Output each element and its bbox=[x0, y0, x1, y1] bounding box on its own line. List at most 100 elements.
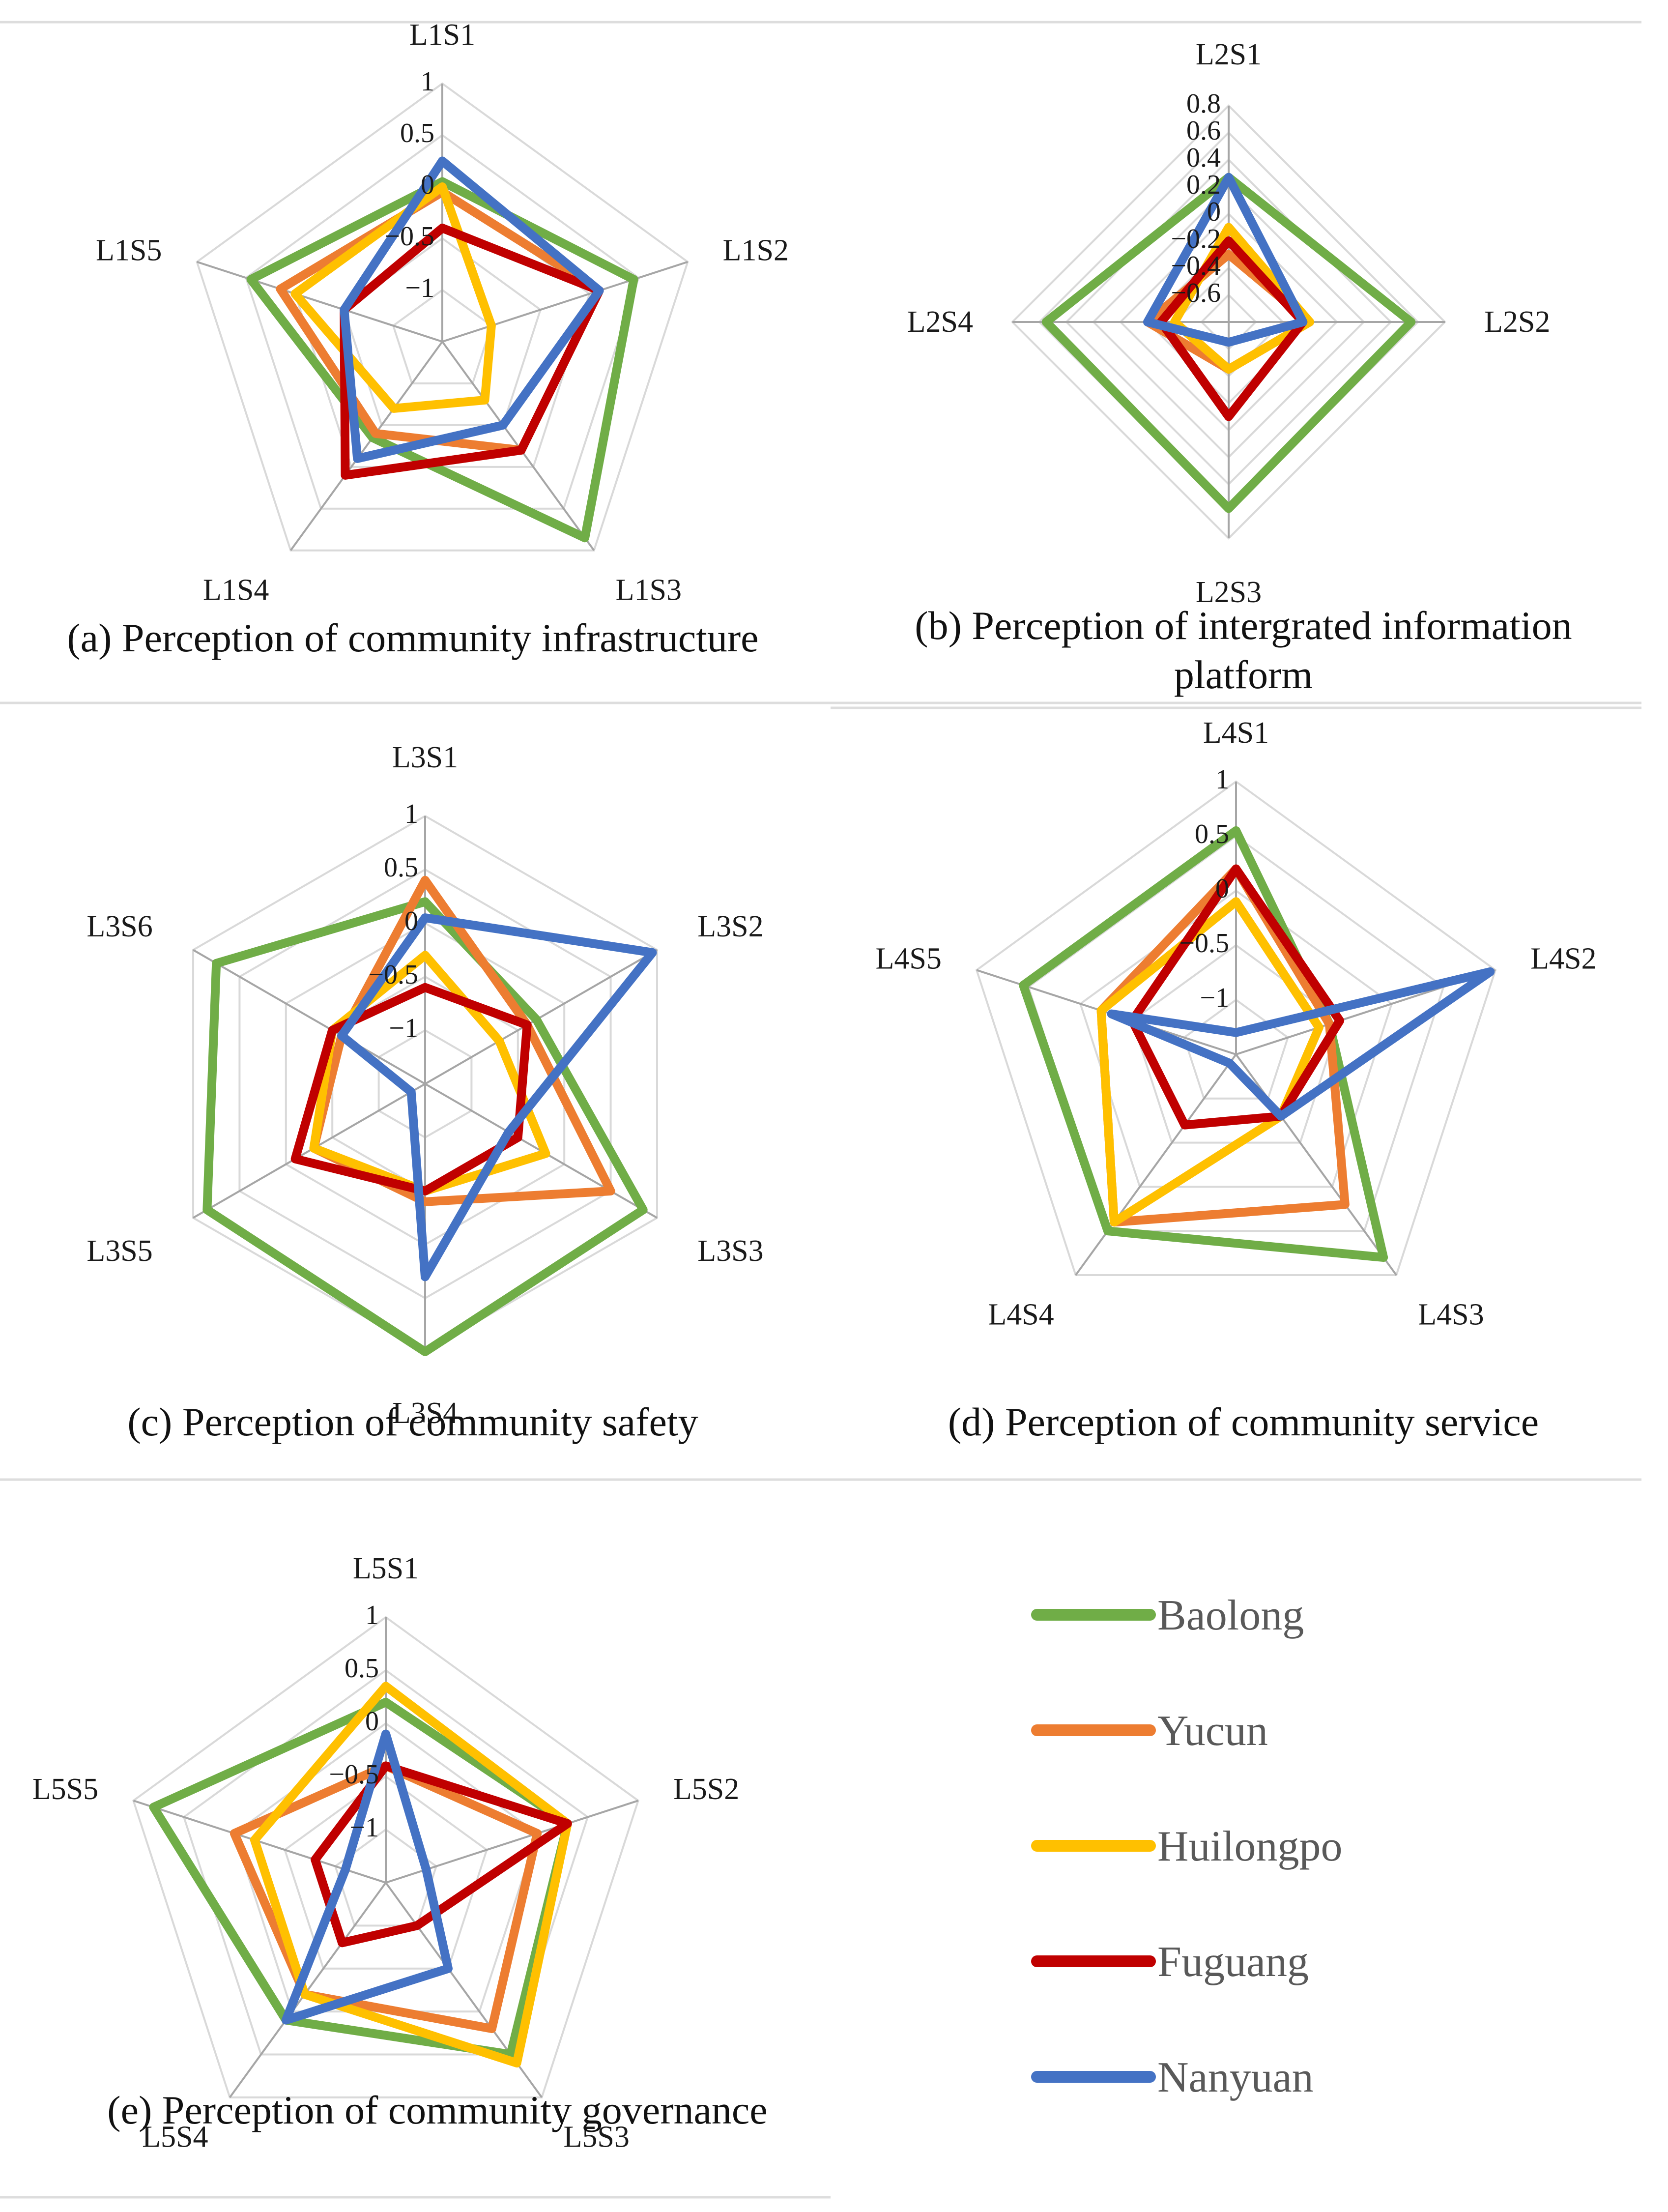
tick-label: −0.4 bbox=[1171, 251, 1221, 281]
axis-spoke bbox=[289, 341, 443, 551]
axis-label-l2s4: L2S4 bbox=[907, 305, 973, 339]
panel-caption: (d) Perception of community service bbox=[948, 1399, 1539, 1444]
legend-label-huilongpo: Huilongpo bbox=[1157, 1823, 1342, 1870]
series-nanyuan bbox=[1107, 967, 1495, 1121]
tick-label: −1 bbox=[405, 273, 434, 303]
axis-label-l1s1: L1S1 bbox=[409, 18, 475, 52]
tick-label: 0 bbox=[1207, 197, 1221, 227]
grid-ring bbox=[284, 1775, 488, 1970]
axis-label-l5s5: L5S5 bbox=[32, 1773, 98, 1806]
axis-label-l1s5: L1S5 bbox=[96, 234, 162, 267]
series-huilongpo bbox=[1096, 897, 1323, 1227]
axis-spoke bbox=[1075, 1053, 1237, 1276]
axis-label-l2s2: L2S2 bbox=[1484, 305, 1550, 339]
tick-label: 1 bbox=[421, 66, 434, 97]
series-nanyuan bbox=[1143, 173, 1308, 347]
grid-ring bbox=[1079, 889, 1393, 1188]
tick-label: 0 bbox=[365, 1706, 379, 1737]
axis-label-l4s2: L4S2 bbox=[1530, 942, 1596, 975]
grid-ring bbox=[392, 289, 493, 384]
series-nanyuan bbox=[337, 913, 657, 1281]
grid-ring bbox=[1183, 998, 1289, 1100]
tick-label: −1 bbox=[349, 1812, 379, 1843]
radar-panel-a: 1 0.5 0 −0.5 −1 L1S1 L1S2 L1S3 L1S4 L1S5 (a) Perce… bbox=[67, 18, 789, 660]
tick-label: 1 bbox=[365, 1600, 379, 1630]
axis-label-l3s4: L3S4 bbox=[392, 1397, 458, 1430]
legend-label-nanyuan: Nanyuan bbox=[1157, 2054, 1314, 2101]
series-huilongpo bbox=[250, 1682, 572, 2067]
tick-label: −1 bbox=[389, 1013, 418, 1044]
tick-label: −0.5 bbox=[1179, 928, 1229, 959]
axis-label-l4s4: L4S4 bbox=[988, 1298, 1054, 1332]
grid-ring bbox=[245, 134, 640, 510]
axis-label-l3s3: L3S3 bbox=[697, 1234, 763, 1268]
axis-label-l5s1: L5S1 bbox=[353, 1552, 419, 1585]
series-nanyuan bbox=[340, 156, 604, 463]
radar-panel-e: 1 0.5 0 −0.5 −1 L5S1 L5S2 L5S3 L5S4 L5S5 (e) Perce… bbox=[32, 1552, 768, 2154]
chart-legend: Baolong Yucun Huilongpo Fuguang Nanyuan bbox=[1031, 1592, 1342, 2101]
axis-label-l1s2: L1S2 bbox=[723, 234, 789, 267]
series-yucun bbox=[230, 1761, 542, 2034]
tick-label: 0.2 bbox=[1186, 170, 1221, 200]
series-huilongpo bbox=[290, 182, 496, 413]
axis-label-l4s3: L4S3 bbox=[1418, 1298, 1484, 1332]
axis-label-l1s3: L1S3 bbox=[616, 573, 682, 607]
grid-ring bbox=[132, 1616, 639, 2098]
tick-label: −0.5 bbox=[329, 1759, 379, 1790]
tick-label: 0.5 bbox=[384, 852, 418, 883]
axis-spoke bbox=[197, 261, 443, 343]
panel-caption: (e) Perception of community governance bbox=[107, 2088, 767, 2132]
grid-ring bbox=[975, 780, 1497, 1277]
axis-label-l3s2: L3S2 bbox=[697, 910, 763, 943]
axis-label-l3s6: L3S6 bbox=[86, 910, 152, 943]
grid-ring bbox=[182, 1669, 589, 2056]
series-baolong bbox=[202, 897, 648, 1356]
tick-label: 0.5 bbox=[345, 1653, 379, 1684]
tick-label: −0.5 bbox=[368, 960, 418, 990]
series-nanyuan bbox=[281, 1729, 453, 2025]
tick-label: 0.8 bbox=[1186, 88, 1221, 119]
tick-label: 0 bbox=[421, 170, 434, 200]
tick-label: −0.2 bbox=[1171, 224, 1221, 254]
panel-caption: (a) Perception of community infrastructu… bbox=[67, 615, 758, 660]
axis-label-l2s1: L2S1 bbox=[1196, 38, 1262, 71]
axis-label-l1s4: L1S4 bbox=[203, 573, 269, 607]
axis-label-l5s3: L5S3 bbox=[563, 2121, 629, 2154]
series-fuguang bbox=[340, 224, 604, 480]
panel-caption-line2: platform bbox=[1174, 652, 1313, 697]
panel-caption: (b) Perception of intergrated informatio… bbox=[915, 603, 1572, 648]
radar-panel-b: 0.80.60.40.20−0.2−0.4−0.6 L2S1 L2S2 L2S3 L2S… bbox=[907, 38, 1572, 697]
tick-label: 0.5 bbox=[1195, 819, 1229, 849]
grid-ring bbox=[196, 82, 689, 552]
tick-label: −0.6 bbox=[1171, 278, 1221, 308]
series-fuguang bbox=[290, 983, 532, 1195]
series-baolong bbox=[246, 177, 638, 543]
legend-label-baolong: Baolong bbox=[1157, 1592, 1304, 1639]
radar-panel-d: 1 0.5 0 −0.5 −1 L4S1 L4S2 L4S3 L4S4 L4S5 (d) Perce… bbox=[875, 716, 1596, 1444]
series-baolong bbox=[1041, 173, 1416, 513]
radar-panel-c: 1 0.5 0 −0.5 −1 L3S1 L3S2 L3S3 L3S4 L3S5 L3S6 (c) P… bbox=[86, 741, 763, 1444]
axis-label-l5s2: L5S2 bbox=[673, 1773, 739, 1806]
panel-caption: (c) Perception of community safety bbox=[127, 1399, 698, 1444]
tick-label: 0.5 bbox=[400, 118, 434, 148]
axis-label-l5s4: L5S4 bbox=[142, 2121, 208, 2154]
axis-spoke bbox=[193, 1083, 426, 1219]
series-fuguang bbox=[1127, 864, 1345, 1130]
tick-label: 0 bbox=[404, 906, 418, 936]
legend-label-yucun: Yucun bbox=[1157, 1707, 1268, 1755]
tick-label: 1 bbox=[1215, 764, 1229, 795]
axis-spoke bbox=[425, 949, 658, 1085]
tick-label: 0.6 bbox=[1186, 116, 1221, 146]
tick-label: 1 bbox=[404, 799, 418, 829]
axis-label-l2s3: L2S3 bbox=[1196, 576, 1262, 609]
axis-label-l3s5: L3S5 bbox=[86, 1234, 152, 1268]
tick-label: −1 bbox=[1200, 983, 1229, 1013]
axis-spoke bbox=[442, 261, 688, 343]
tick-label: 0 bbox=[1215, 873, 1229, 904]
axis-spoke bbox=[193, 949, 426, 1085]
series-fuguang bbox=[311, 1761, 572, 1948]
tick-label: 0.4 bbox=[1186, 143, 1221, 173]
series-fuguang bbox=[1156, 236, 1308, 421]
